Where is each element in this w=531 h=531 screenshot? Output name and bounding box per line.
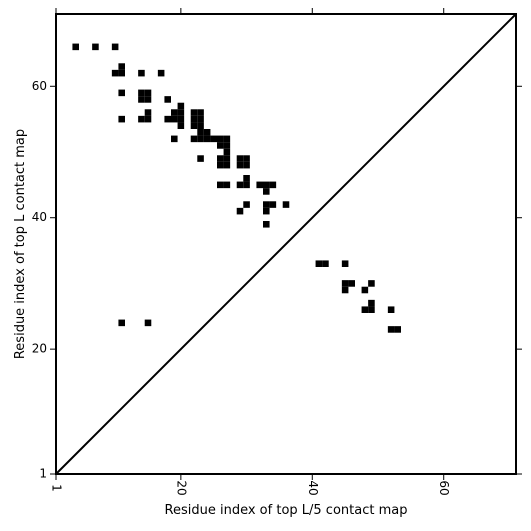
x-tick-label: 40 — [306, 480, 320, 495]
contact-cell-upper — [177, 109, 185, 116]
contact-cell-upper — [217, 155, 224, 162]
contact-cell-upper — [210, 135, 217, 143]
contact-cell-upper — [190, 135, 198, 143]
contact-cell-lower — [118, 319, 125, 327]
contact-cell-upper — [203, 135, 211, 143]
contact-cell-lower — [341, 286, 349, 294]
contact-cell-upper — [111, 69, 119, 77]
contact-cell-upper — [269, 201, 277, 208]
contact-cell-upper — [217, 161, 224, 169]
contact-cell-upper — [177, 102, 185, 110]
contact-cell-upper — [263, 207, 270, 215]
y-tick-label: 1 — [39, 467, 47, 481]
contact-cell-upper — [164, 96, 171, 103]
contact-cell-lower — [361, 286, 369, 294]
contact-cell-upper — [197, 155, 204, 162]
contact-cell-lower — [341, 280, 349, 287]
contact-cell-upper — [144, 115, 152, 123]
contact-cell-lower — [394, 326, 401, 333]
contact-cell-lower — [322, 260, 329, 267]
contact-cell-lower — [387, 326, 395, 333]
x-tick-label: 1 — [50, 484, 64, 492]
contact-cell-upper — [223, 135, 231, 143]
contact-cell-lower — [368, 280, 375, 287]
contact-cell-upper — [164, 115, 171, 123]
contact-cell-upper — [282, 201, 290, 208]
contact-cell-upper — [269, 181, 277, 189]
contact-cells — [72, 43, 401, 333]
contact-cell-upper — [171, 115, 178, 123]
contact-cell-upper — [243, 161, 250, 169]
contact-cell-upper — [263, 181, 270, 189]
contact-cell-upper — [171, 109, 178, 116]
contact-cell-lower — [368, 306, 375, 313]
contact-cell-upper — [138, 96, 145, 103]
contact-cell-upper — [203, 129, 211, 136]
contact-cell-upper — [236, 161, 244, 169]
diagonal-line — [55, 13, 517, 475]
contact-cell-upper — [72, 43, 79, 51]
contact-cell-upper — [138, 115, 145, 123]
contact-cell-upper — [138, 69, 145, 77]
contact-cell-upper — [223, 161, 231, 169]
contact-cell-upper — [157, 69, 165, 77]
contact-cell-upper — [197, 115, 204, 123]
contact-cell-upper — [144, 96, 152, 103]
contact-cell-upper — [243, 201, 250, 208]
contact-cell-upper — [190, 109, 198, 116]
contact-cell-lower — [144, 319, 152, 327]
plot-frame — [55, 13, 517, 475]
contact-cell-upper — [144, 89, 152, 97]
contact-cell-upper — [190, 122, 198, 129]
contact-cell-upper — [341, 260, 349, 267]
contact-cell-upper — [243, 175, 250, 182]
contact-cell-lower — [387, 306, 395, 313]
contact-cell-upper — [197, 122, 204, 129]
contact-cell-upper — [243, 155, 250, 162]
x-axis-label: Residue index of top L/5 contact map — [165, 503, 408, 518]
contact-cell-upper — [111, 43, 119, 51]
contact-cell-upper — [223, 155, 231, 162]
y-tick-label: 60 — [32, 79, 47, 93]
contact-cell-upper — [177, 122, 185, 129]
contact-cell-upper — [263, 221, 270, 228]
contact-cell-upper — [144, 109, 152, 116]
y-axis-label: Residue index of top L contact map — [13, 129, 28, 359]
contact-cell-upper — [217, 135, 224, 143]
contact-cell-upper — [223, 148, 231, 156]
contact-cell-upper — [118, 89, 125, 97]
contact-cell-upper — [118, 63, 125, 70]
contact-cell-upper — [118, 115, 125, 123]
contact-cell-upper — [217, 181, 224, 189]
contact-cell-upper — [236, 207, 244, 215]
contact-cell-upper — [263, 201, 270, 208]
contact-cell-upper — [197, 135, 204, 143]
contact-cell-upper — [138, 89, 145, 97]
y-tick-label: 40 — [32, 210, 47, 224]
contact-cell-upper — [92, 43, 99, 51]
contact-cell-upper — [197, 129, 204, 136]
contact-cell-upper — [256, 181, 263, 189]
contact-cell-lower — [348, 280, 355, 287]
contact-cell-upper — [217, 142, 224, 149]
contact-cell-upper — [236, 181, 244, 189]
contact-cell-upper — [223, 181, 231, 189]
contact-cell-upper — [263, 188, 270, 195]
y-tick-label: 20 — [32, 342, 47, 356]
contact-cell-upper — [236, 155, 244, 162]
x-tick-label: 60 — [437, 480, 451, 495]
contact-cell-upper — [243, 181, 250, 189]
contact-cell-upper — [171, 135, 178, 143]
contact-cell-lower — [361, 306, 369, 313]
contact-cell-lower — [368, 299, 375, 307]
x-tick-label: 20 — [174, 480, 188, 495]
contact-cell-upper — [223, 142, 231, 149]
contact-cell-upper — [118, 69, 125, 77]
contact-cell-lower — [315, 260, 323, 267]
contact-cell-upper — [197, 109, 204, 116]
contact-cell-upper — [177, 115, 185, 123]
contact-cell-upper — [190, 115, 198, 123]
axis-ticks: 1 20 40 60 1 20 40 60 — [32, 8, 522, 496]
